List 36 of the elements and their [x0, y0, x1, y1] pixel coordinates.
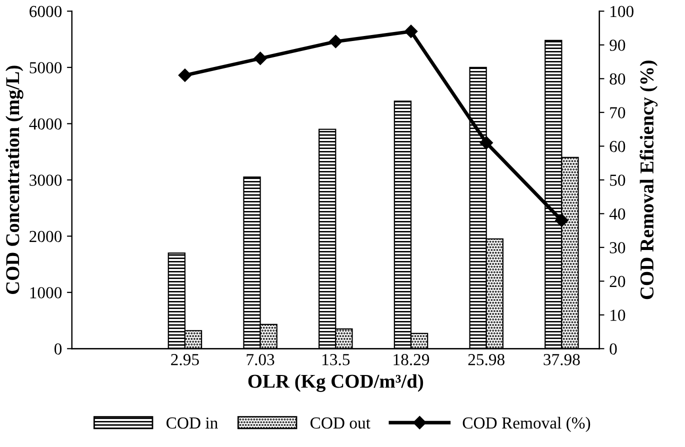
- legend-label: COD Removal (%): [462, 416, 590, 432]
- y2-tick-label: 10: [610, 310, 626, 321]
- x-tick-label: 18.29: [394, 354, 430, 366]
- legend-label: COD out: [310, 417, 370, 429]
- x-tick-label: 37.98: [544, 354, 580, 366]
- y2-axis-title: COD Removal Eficiency (%): [640, 60, 658, 300]
- y2-tick-label: 80: [610, 73, 626, 85]
- point: [555, 214, 568, 228]
- y-tick-label: 4000: [29, 118, 62, 130]
- x-tick-label: 13.5: [322, 354, 350, 366]
- point: [329, 34, 342, 48]
- y-tick-label: 5000: [30, 62, 62, 74]
- x-tick-label: 2.95: [171, 354, 199, 366]
- y2-tick-label: 70: [610, 107, 626, 118]
- y2-tick-label: 100: [610, 6, 634, 18]
- y2-tick-label: 50: [610, 174, 626, 186]
- y-axis-title: COD Concentration (mg/L): [6, 66, 24, 294]
- point: [480, 136, 493, 150]
- y2-tick-label: 60: [610, 140, 626, 152]
- point: [404, 24, 418, 38]
- y2-tick-label: 0: [610, 343, 617, 355]
- y-tick-label: 6000: [30, 6, 62, 18]
- x-axis-title: OLR (Kg COD/m³/d): [248, 374, 424, 392]
- y2-tick-label: 20: [610, 276, 626, 288]
- y-tick-label: 0: [54, 343, 62, 355]
- legend-label: COD in: [166, 417, 218, 429]
- y2-tick-label: 30: [610, 242, 626, 254]
- y-tick-label: 2000: [30, 230, 62, 242]
- x-tick-label: 25.98: [468, 354, 504, 366]
- x-tick-label: 7.03: [246, 354, 274, 366]
- y-tick-label: 1000: [30, 287, 62, 298]
- y2-tick-label: 90: [610, 40, 626, 51]
- point: [254, 52, 267, 66]
- y-tick-label: 3000: [30, 174, 62, 186]
- y2-tick-label: 40: [609, 208, 626, 220]
- point: [178, 68, 192, 82]
